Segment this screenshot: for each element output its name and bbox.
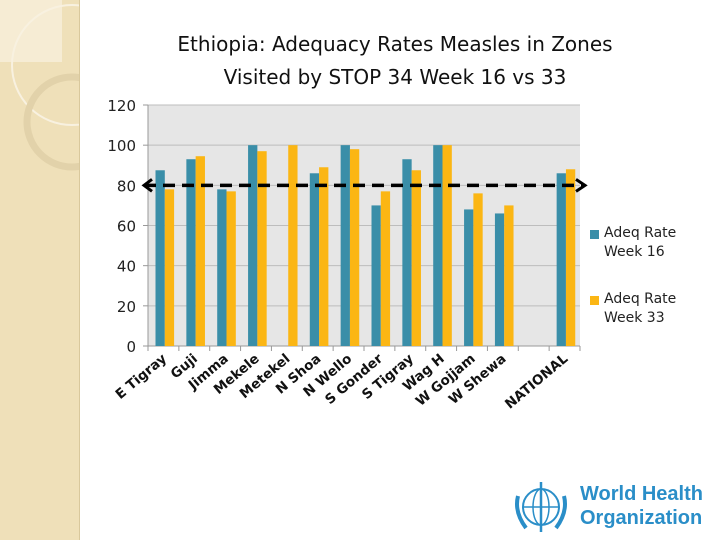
bar-week33: [504, 205, 514, 346]
who-emblem-icon: [515, 482, 567, 532]
title-line-1: Ethiopia: Adequacy Rates Measles in Zone…: [177, 32, 613, 56]
decorative-side-strip: [0, 0, 80, 540]
legend-swatch-week33: [590, 296, 599, 305]
x-tick-label: E Tigray: [113, 351, 171, 403]
decorative-circles: [0, 0, 79, 171]
arrow-right-icon: [575, 178, 588, 193]
legend-label-week33: Adeq Rate Week 33: [604, 290, 676, 328]
y-tick-label: 40: [117, 258, 136, 276]
bar-week16: [340, 145, 350, 346]
bar-week33: [226, 191, 236, 346]
legend-line: Week 33: [604, 310, 665, 326]
bar-week33: [565, 169, 576, 346]
legend-line: Adeq Rate: [604, 291, 677, 307]
who-logo: World Health Organization: [510, 478, 710, 536]
bar-week16: [402, 159, 412, 346]
bar-week16: [556, 173, 566, 346]
legend-line: Week 16: [604, 244, 665, 260]
bar-week16: [248, 145, 258, 346]
legend-line: Adeq Rate: [604, 225, 677, 241]
bar-week16: [155, 170, 165, 346]
logo-text-line: World Health: [580, 483, 703, 505]
bar-week16: [371, 205, 381, 346]
legend-swatch-week16: [590, 230, 599, 239]
y-tick-label: 80: [117, 177, 136, 195]
bar-week33: [195, 156, 205, 346]
bar-week16: [494, 213, 505, 346]
bar-week16: [433, 145, 443, 346]
y-tick-label: 60: [117, 218, 136, 236]
bar-week33: [380, 191, 391, 346]
title-line-2: Visited by STOP 34 Week 16 vs 33: [223, 65, 567, 89]
y-tick-label: 0: [126, 338, 136, 356]
bar-week16: [217, 189, 227, 346]
bar-week33: [411, 170, 421, 346]
y-tick-label: 100: [107, 137, 136, 155]
bar-week33: [473, 193, 483, 346]
logo-text-line: Organization: [580, 507, 703, 529]
bar-week16: [309, 173, 320, 346]
bar-week33: [349, 149, 360, 346]
bar-week33: [164, 189, 175, 346]
x-tick-label: NATIONAL: [502, 351, 571, 413]
bar-week16: [186, 159, 196, 346]
arrow-left-icon: [141, 178, 153, 193]
bar-week33: [257, 151, 267, 346]
bar-week33: [288, 145, 298, 346]
y-tick-label: 120: [107, 97, 136, 115]
y-tick-label: 20: [117, 298, 136, 316]
bar-week16: [464, 209, 474, 346]
bar-week33: [319, 167, 329, 346]
legend-label-week16: Adeq Rate Week 16: [604, 224, 676, 262]
chart-title: Ethiopia: Adequacy Rates Measles in Zone…: [130, 28, 660, 94]
bar-week33: [442, 145, 452, 346]
